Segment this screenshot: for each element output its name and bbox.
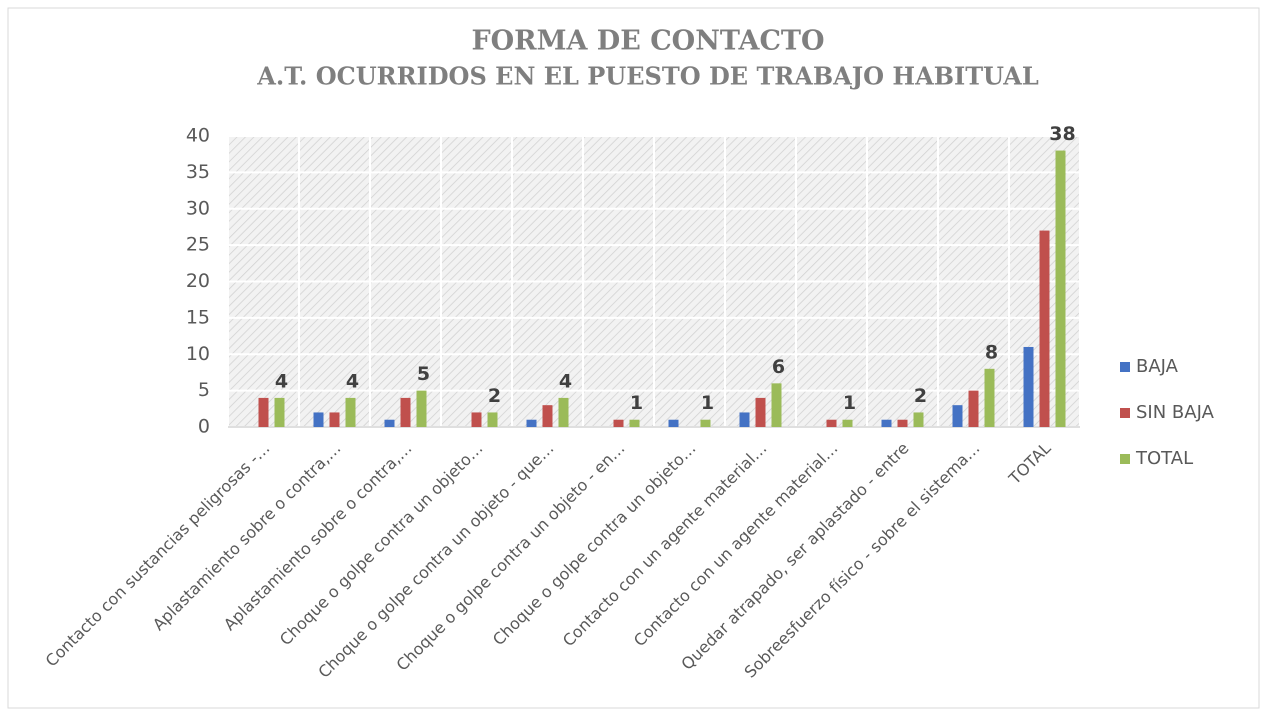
y-tick-label: 20 — [186, 270, 210, 292]
bar — [258, 397, 269, 427]
y-tick-label: 0 — [198, 416, 210, 438]
bar — [471, 412, 482, 427]
legend-label: SIN BAJA — [1136, 402, 1215, 423]
bar — [400, 397, 411, 427]
legend-swatch — [1120, 408, 1130, 418]
bar — [629, 419, 640, 427]
bar — [739, 412, 750, 427]
bar — [1039, 230, 1050, 427]
bar — [913, 412, 924, 427]
bar — [897, 419, 908, 427]
bar — [487, 412, 498, 427]
bar — [558, 397, 569, 427]
legend-label: TOTAL — [1135, 448, 1193, 469]
data-label: 4 — [559, 370, 572, 392]
y-tick-label: 35 — [186, 161, 210, 183]
bar — [668, 419, 679, 427]
bar — [1055, 150, 1066, 428]
y-tick-label: 40 — [186, 125, 210, 147]
data-label: 1 — [630, 392, 643, 414]
bar — [700, 419, 711, 427]
bar — [968, 390, 979, 427]
legend-swatch — [1120, 362, 1130, 372]
bar — [842, 419, 853, 427]
bar — [984, 368, 995, 427]
data-label: 6 — [772, 356, 785, 378]
data-label: 38 — [1049, 123, 1075, 145]
y-tick-label: 5 — [198, 379, 210, 401]
data-label: 8 — [985, 341, 998, 363]
y-tick-label: 30 — [186, 197, 210, 219]
bar — [771, 383, 782, 427]
data-label: 5 — [417, 363, 430, 385]
data-label: 2 — [914, 385, 927, 407]
y-tick-label: 25 — [186, 234, 210, 256]
data-label: 2 — [488, 385, 501, 407]
data-label: 4 — [275, 370, 288, 392]
chart-subtitle: A.T. OCURRIDOS EN EL PUESTO DE TRABAJO H… — [256, 62, 1039, 91]
data-label: 1 — [701, 392, 714, 414]
y-tick-label: 10 — [186, 343, 210, 365]
bar — [345, 397, 356, 427]
y-tick-label: 15 — [186, 306, 210, 328]
bar — [755, 397, 766, 427]
bar — [613, 419, 624, 427]
bar — [384, 419, 395, 427]
bar — [416, 390, 427, 427]
bar — [826, 419, 837, 427]
bar — [952, 405, 963, 427]
legend-label: BAJA — [1136, 356, 1179, 377]
bar — [274, 397, 285, 427]
data-label: 1 — [843, 392, 856, 414]
data-label: 4 — [346, 370, 359, 392]
bar — [526, 419, 537, 427]
legend-swatch — [1120, 454, 1130, 464]
chart-title: FORMA DE CONTACTO — [471, 26, 824, 57]
bar — [313, 412, 324, 427]
bar — [1023, 346, 1034, 427]
bar — [881, 419, 892, 427]
bar — [542, 405, 553, 427]
bar — [329, 412, 340, 427]
